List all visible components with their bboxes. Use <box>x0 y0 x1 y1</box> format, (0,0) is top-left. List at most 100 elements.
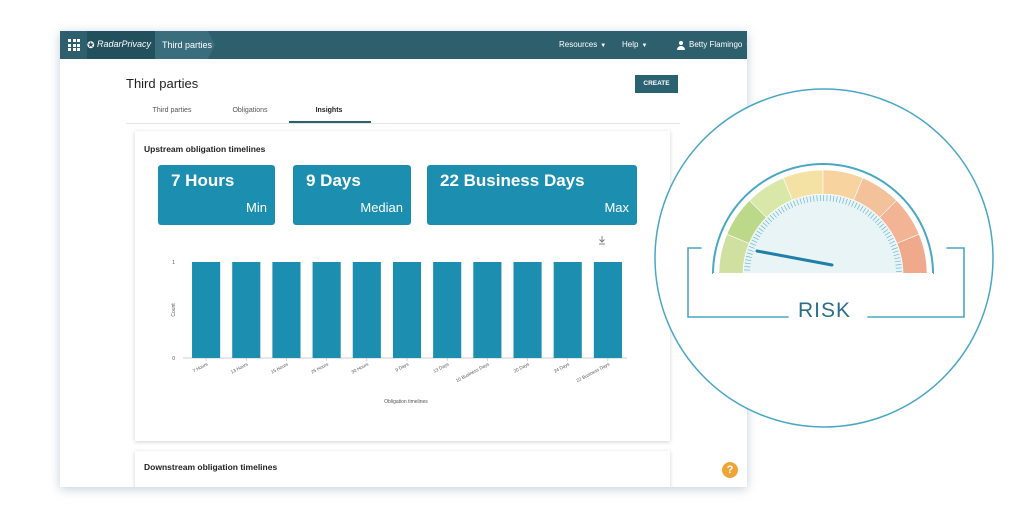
help-label: Help <box>622 40 639 49</box>
stat-max-label: Max <box>604 200 629 215</box>
gauge-tick <box>884 231 891 236</box>
stat-median-label: Median <box>360 200 403 215</box>
gauge-tick <box>789 201 794 208</box>
gauge-tick <box>786 203 791 210</box>
gauge-tick <box>764 219 770 225</box>
chart-bar <box>232 262 261 358</box>
gauge-tick <box>893 253 900 257</box>
help-menu[interactable]: Help ▼ <box>622 40 647 49</box>
gauge-tick <box>767 217 773 223</box>
x-tick-label: 30 Hours <box>350 361 369 374</box>
x-tick-label: 9 Days <box>394 361 410 372</box>
breadcrumb[interactable] <box>155 31 215 59</box>
brand-logo-icon: ✪ <box>87 40 95 50</box>
breadcrumb-label: Third parties <box>162 40 213 50</box>
chevron-down-icon: ▼ <box>600 43 607 49</box>
resources-menu[interactable]: Resources ▼ <box>559 40 606 49</box>
gauge-tick <box>887 237 894 242</box>
gauge-tick <box>775 210 780 216</box>
y-axis-label: Count <box>171 303 177 317</box>
chart-bar <box>312 262 341 358</box>
gauge-tick <box>839 196 842 203</box>
brand-area[interactable] <box>87 31 155 59</box>
stat-median: 9 Days Median <box>293 165 411 225</box>
chart-bar <box>553 262 582 358</box>
gauge-tick <box>851 201 855 207</box>
gauge-tick <box>745 255 752 258</box>
x-tick-label: 13 Days <box>432 361 450 374</box>
x-axis-label: Obligation timelines <box>384 399 428 405</box>
x-tick-label: 24 Days <box>553 361 571 374</box>
chart-bar <box>352 262 381 358</box>
gauge-tick <box>809 196 812 203</box>
gauge-tick <box>754 233 761 238</box>
risk-frame-left <box>687 247 789 318</box>
gauge-tick <box>867 211 872 217</box>
gauge-tick <box>793 200 796 207</box>
tabs-divider <box>126 123 680 124</box>
risk-gauge-callout <box>654 88 994 428</box>
gauge-needle <box>755 249 834 267</box>
gauge-tick <box>744 262 751 265</box>
gauge-tick <box>842 197 845 204</box>
user-icon <box>677 41 685 50</box>
gauge-tick <box>894 257 901 260</box>
gauge-tick <box>848 199 851 206</box>
gauge-tick <box>783 205 788 211</box>
gauge-tick <box>744 266 751 268</box>
gauge-tick <box>835 196 838 203</box>
gauge-tick <box>845 198 848 205</box>
tab-insights[interactable]: Insights <box>315 107 343 114</box>
downstream-title: Downstream obligation timelines <box>144 462 278 472</box>
gauge-tick <box>756 230 762 235</box>
stat-min-label: Min <box>246 200 267 215</box>
gauge-tick <box>859 205 864 212</box>
gauge-tick <box>799 198 802 205</box>
tab-third-parties[interactable]: Third parties <box>152 107 192 114</box>
gauge-tick <box>874 218 880 224</box>
chevron-down-icon: ▼ <box>745 43 747 49</box>
chart-bar <box>473 262 502 358</box>
gauge-tick <box>780 206 785 213</box>
stat-min-value: 7 Hours <box>171 171 235 190</box>
gauge-tick <box>745 259 752 262</box>
create-button[interactable]: CREATE <box>635 75 678 93</box>
user-name: Betty Flamingo <box>689 40 743 49</box>
upstream-title: Upstream obligation timelines <box>144 144 266 154</box>
top-bar: ✪ RadarPrivacy Third parties Resources ▼ … <box>60 31 747 59</box>
chart-bar <box>272 262 301 358</box>
stat-median-value: 9 Days <box>306 171 361 190</box>
y-tick-label: 0 <box>172 356 175 362</box>
user-menu[interactable]: Betty Flamingo▼ <box>689 40 747 49</box>
tab-obligations[interactable]: Obligations <box>232 107 268 114</box>
chevron-down-icon: ▼ <box>641 43 648 49</box>
gauge-tick <box>854 202 858 209</box>
gauge-tick <box>796 199 799 206</box>
gauge-tick <box>889 240 896 245</box>
obligation-bar-chart: 1 0 Count 7 Hours 13 Hours 15 Hours 25 Hours 30… <box>171 236 627 405</box>
downstream-card: Downstream obligation timelines <box>135 451 670 487</box>
x-tick-label: 25 Hours <box>310 361 329 374</box>
help-chat-button[interactable]: ? <box>722 462 738 478</box>
apps-grid-icon[interactable] <box>68 39 80 51</box>
gauge-tick <box>772 212 777 218</box>
gauge-tick <box>886 234 892 239</box>
gauge-tick <box>892 250 899 253</box>
gauge-tick <box>829 195 831 202</box>
download-icon[interactable] <box>599 236 605 245</box>
stat-min: 7 Hours Min <box>158 165 275 225</box>
gauge-tick <box>750 242 756 246</box>
x-tick-label: 13 Hours <box>230 361 249 374</box>
gauge-tick <box>813 195 815 202</box>
chart-bar <box>593 262 622 358</box>
gauge-tick <box>747 249 754 252</box>
chart-bar <box>392 262 422 358</box>
gauge-tick <box>882 228 889 233</box>
gauge-tick <box>870 213 875 219</box>
upstream-card: Upstream obligation timelines 7 Hours Mi… <box>135 131 670 441</box>
gauge-tick <box>872 215 878 221</box>
gauge-tick <box>753 236 759 241</box>
gauge-tick <box>895 264 902 266</box>
chart-bar <box>433 262 462 358</box>
gauge-tick <box>891 247 898 250</box>
